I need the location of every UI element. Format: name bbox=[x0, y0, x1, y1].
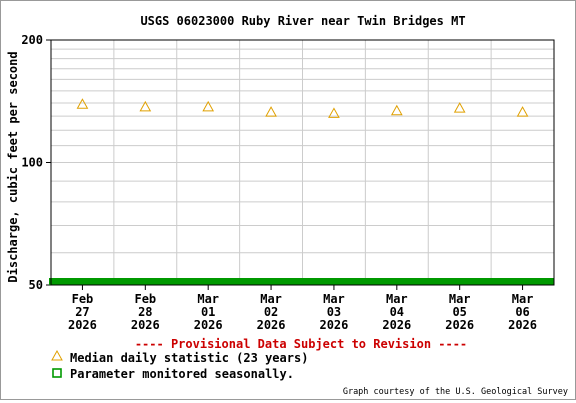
x-tick-label: Mar bbox=[512, 292, 534, 306]
median-point bbox=[265, 106, 277, 117]
seasonal-bar bbox=[49, 278, 554, 285]
y-axis-label: Discharge, cubic feet per second bbox=[6, 51, 20, 282]
x-tick-label: 06 bbox=[515, 305, 529, 319]
x-tick-label: 02 bbox=[264, 305, 278, 319]
x-tick-label: 01 bbox=[201, 305, 215, 319]
x-tick-label: 2026 bbox=[445, 318, 474, 332]
x-tick-label: 2026 bbox=[257, 318, 286, 332]
x-tick-label: 2026 bbox=[131, 318, 160, 332]
median-point bbox=[328, 107, 340, 118]
legend: Median daily statistic (23 years) Parame… bbox=[51, 349, 308, 381]
x-tick-label: 2026 bbox=[382, 318, 411, 332]
y-tick-label: 100 bbox=[21, 156, 43, 170]
y-ticks: 50 100 200 bbox=[21, 33, 51, 292]
x-tick-label: 03 bbox=[327, 305, 341, 319]
provisional-note: ---- Provisional Data Subject to Revisio… bbox=[135, 337, 467, 351]
median-point bbox=[76, 98, 89, 109]
median-point bbox=[453, 102, 466, 113]
x-tick-label: 2026 bbox=[68, 318, 97, 332]
median-point bbox=[202, 100, 215, 112]
x-tick-label: Mar bbox=[197, 292, 219, 306]
x-tick-label: 27 bbox=[75, 305, 89, 319]
x-tick-label: 05 bbox=[452, 305, 466, 319]
x-tick-label: Feb bbox=[72, 292, 94, 306]
legend-median-marker bbox=[51, 349, 63, 361]
x-tick-label: 2026 bbox=[194, 318, 223, 332]
x-tick-label: Feb bbox=[134, 292, 156, 306]
credit-text: Graph courtesy of the U.S. Geological Su… bbox=[343, 387, 568, 397]
median-series bbox=[76, 98, 529, 118]
x-tick-label: 2026 bbox=[508, 318, 537, 332]
x-tick-label: Mar bbox=[449, 292, 471, 306]
x-tick-label: Mar bbox=[323, 292, 345, 306]
plot-border bbox=[50, 39, 555, 286]
legend-median-label: Median daily statistic (23 years) bbox=[70, 351, 308, 365]
y-tick-label: 50 bbox=[29, 278, 43, 292]
x-tick-label: Mar bbox=[260, 292, 282, 306]
legend-seasonal-marker bbox=[52, 368, 62, 378]
y-tick-label: 200 bbox=[21, 33, 43, 47]
x-tick-label: 04 bbox=[390, 305, 404, 319]
x-tick-label: 28 bbox=[138, 305, 152, 319]
chart-title: USGS 06023000 Ruby River near Twin Bridg… bbox=[140, 14, 465, 28]
median-point bbox=[390, 104, 403, 116]
grid bbox=[51, 40, 554, 285]
x-ticks: Feb272026Feb282026Mar012026Mar022026Mar0… bbox=[68, 285, 537, 332]
x-tick-label: Mar bbox=[386, 292, 408, 306]
median-point bbox=[139, 100, 152, 112]
median-point bbox=[516, 106, 529, 117]
x-tick-label: 2026 bbox=[319, 318, 348, 332]
legend-seasonal-label: Parameter monitored seasonally. bbox=[70, 367, 294, 381]
